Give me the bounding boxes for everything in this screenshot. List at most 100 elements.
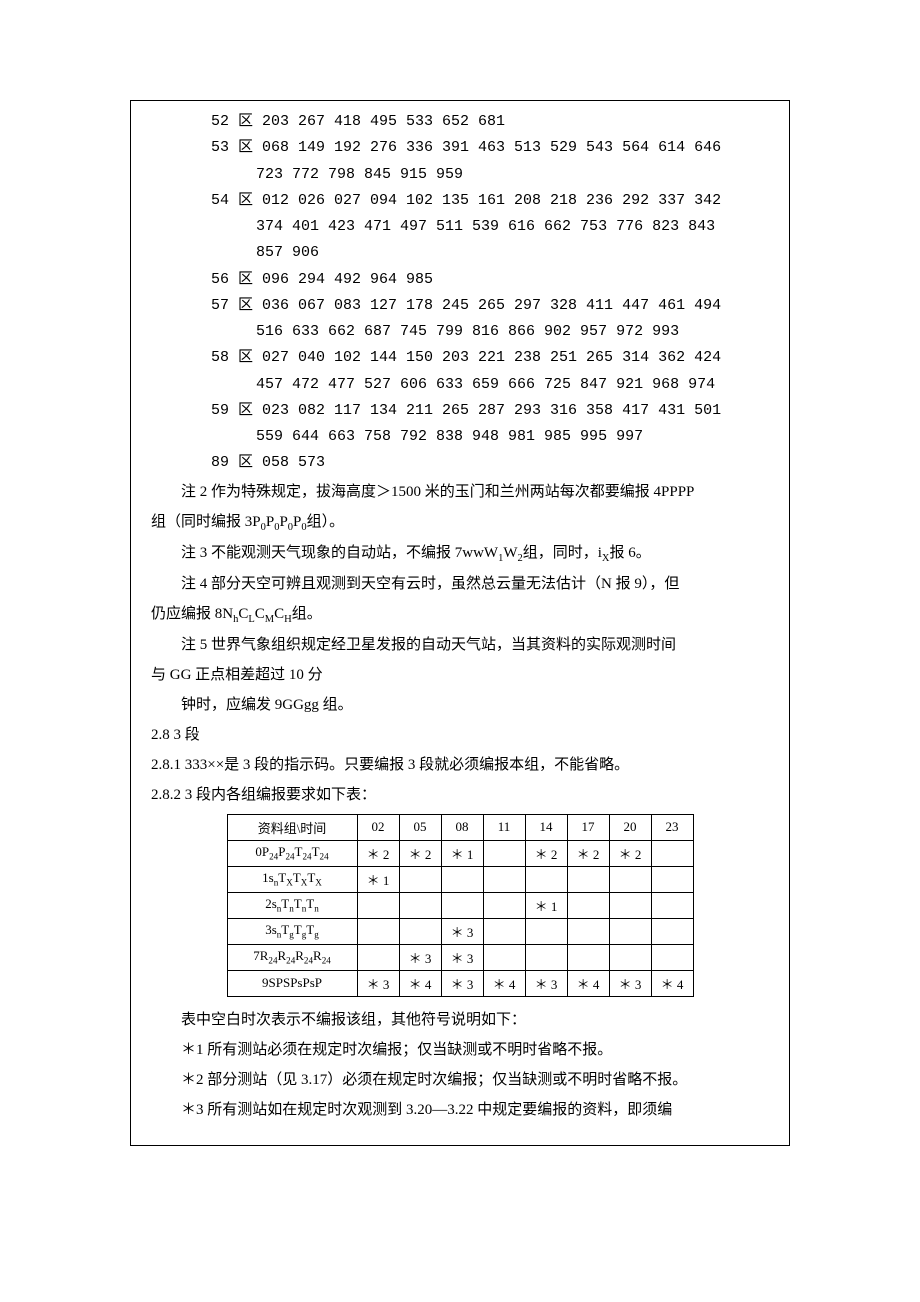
note-2-line2: 组（同时编报 3P0P0P0P0组）。 xyxy=(151,507,769,538)
sub-cl: L xyxy=(248,614,254,625)
note-4-text-a: 仍应编报 8N xyxy=(151,606,233,622)
table-header-11: 11 xyxy=(483,814,525,840)
table-cell xyxy=(567,866,609,892)
table-cell: ＊ 3 xyxy=(399,944,441,970)
encoding-requirements-table: 资料组\时间 02 05 08 11 14 17 20 23 0P24P24T2… xyxy=(227,814,694,997)
table-cell xyxy=(441,866,483,892)
table-cell: ＊ 3 xyxy=(441,918,483,944)
table-cell xyxy=(567,918,609,944)
table-cell: ＊ 3 xyxy=(441,970,483,996)
sub-ix: X xyxy=(602,553,610,564)
table-cell xyxy=(567,944,609,970)
note-2-line1: 注 2 作为特殊规定，拔海高度＞1500 米的玉门和兰州两站每次都要编报 4PP… xyxy=(151,477,769,507)
table-cell: ＊ 2 xyxy=(609,840,651,866)
table-row-label: 3snTgTgTg xyxy=(227,918,357,944)
table-cell xyxy=(483,866,525,892)
table-cell xyxy=(399,918,441,944)
table-footer-notes: 表中空白时次表示不编报该组，其他符号说明如下： ＊1 所有测站必须在规定时次编报… xyxy=(151,1005,769,1125)
table-cell: ＊ 2 xyxy=(525,840,567,866)
table-cell: ＊ 1 xyxy=(525,892,567,918)
section-2-8: 2.8 3 段 2.8.1 333××是 3 段的指示码。只要编报 3 段就必须… xyxy=(151,720,769,810)
table-header-23: 23 xyxy=(651,814,693,840)
table-cell xyxy=(483,944,525,970)
sub-ch: H xyxy=(284,614,292,625)
table-header-label: 资料组\时间 xyxy=(227,814,357,840)
table-row-label: 2snTnTnTn xyxy=(227,892,357,918)
table-cell xyxy=(651,866,693,892)
footer-star3: ＊3 所有测站如在规定时次观测到 3.20—3.22 中规定要编报的资料，即须编 xyxy=(151,1095,769,1125)
table-cell xyxy=(609,944,651,970)
table-row-label: 1snTXTXTX xyxy=(227,866,357,892)
heading-2-8: 2.8 3 段 xyxy=(151,720,769,750)
sub-p0-1: 0 xyxy=(261,522,266,533)
table-header-05: 05 xyxy=(399,814,441,840)
table-cell xyxy=(525,944,567,970)
sub-p0-2: 0 xyxy=(274,522,279,533)
table-cell: ＊ 3 xyxy=(357,970,399,996)
note-4-text-b: 组。 xyxy=(292,606,322,622)
page-frame: 52 区 203 267 418 495 533 652 681 53 区 06… xyxy=(130,100,790,1146)
table-row: 1snTXTXTX＊ 1 xyxy=(227,866,693,892)
footer-star1: ＊1 所有测站必须在规定时次编报；仅当缺测或不明时省略不报。 xyxy=(151,1035,769,1065)
note-3-text-c: 报 6。 xyxy=(610,545,651,561)
table-row: 7R24R24R24R24 ＊ 3＊ 3 xyxy=(227,944,693,970)
table-cell: ＊ 3 xyxy=(441,944,483,970)
note-3-text-b: 组，同时，i xyxy=(523,545,602,561)
region-code-list: 52 区 203 267 418 495 533 652 681 53 区 06… xyxy=(151,109,769,477)
table-cell xyxy=(651,944,693,970)
table-row-label: 9SPSPsPsP xyxy=(227,970,357,996)
table-cell xyxy=(357,892,399,918)
table-cell xyxy=(399,866,441,892)
table-header-14: 14 xyxy=(525,814,567,840)
table-cell xyxy=(651,918,693,944)
table-cell xyxy=(567,892,609,918)
note-5-line3: 钟时，应编发 9GGgg 组。 xyxy=(151,690,769,720)
note-4-line2: 仍应编报 8NhCLCMCH组。 xyxy=(151,599,769,630)
sub-nh: h xyxy=(233,614,238,625)
notes-block: 注 2 作为特殊规定，拔海高度＞1500 米的玉门和兰州两站每次都要编报 4PP… xyxy=(151,477,769,720)
note-3: 注 3 不能观测天气现象的自动站，不编报 7wwW1W2组，同时，iX报 6。 xyxy=(151,538,769,569)
heading-2-8-1: 2.8.1 333××是 3 段的指示码。只要编报 3 段就必须编报本组，不能省… xyxy=(151,750,769,780)
note-5-line1: 注 5 世界气象组织规定经卫星发报的自动天气站，当其资料的实际观测时间 xyxy=(151,630,769,660)
table-cell xyxy=(525,866,567,892)
table-header-20: 20 xyxy=(609,814,651,840)
note-4-line1: 注 4 部分天空可辨且观测到天空有云时，虽然总云量无法估计（N 报 9），但 xyxy=(151,569,769,599)
table-row-label: 7R24R24R24R24 xyxy=(227,944,357,970)
heading-2-8-2: 2.8.2 3 段内各组编报要求如下表： xyxy=(151,780,769,810)
sub-cm: M xyxy=(265,614,274,625)
table-row: 9SPSPsPsP＊ 3＊ 4＊ 3＊ 4＊ 3＊ 4＊ 3＊ 4 xyxy=(227,970,693,996)
sub-w1: 1 xyxy=(498,553,503,564)
footer-star2: ＊2 部分测站（见 3.17）必须在规定时次编报；仅当缺测或不明时省略不报。 xyxy=(151,1065,769,1095)
table-cell: ＊ 1 xyxy=(357,866,399,892)
table-cell: ＊ 4 xyxy=(399,970,441,996)
table-header-02: 02 xyxy=(357,814,399,840)
table-cell xyxy=(399,892,441,918)
table-header-row: 资料组\时间 02 05 08 11 14 17 20 23 xyxy=(227,814,693,840)
table-cell xyxy=(609,892,651,918)
table-cell xyxy=(651,840,693,866)
table-cell xyxy=(483,892,525,918)
table-cell xyxy=(651,892,693,918)
table-cell: ＊ 3 xyxy=(609,970,651,996)
table-cell xyxy=(609,918,651,944)
table-cell: ＊ 4 xyxy=(567,970,609,996)
table-header-08: 08 xyxy=(441,814,483,840)
note-2-text-b: 组）。 xyxy=(307,514,345,530)
table-cell: ＊ 4 xyxy=(483,970,525,996)
table-header-17: 17 xyxy=(567,814,609,840)
table-cell: ＊ 2 xyxy=(399,840,441,866)
sub-p0-3: 0 xyxy=(288,522,293,533)
note-5-line2: 与 GG 正点相差超过 10 分 xyxy=(151,660,769,690)
table-cell xyxy=(357,918,399,944)
table-cell: ＊ 2 xyxy=(357,840,399,866)
note-3-text-a: 注 3 不能观测天气现象的自动站，不编报 7wwW xyxy=(181,545,498,561)
footer-intro: 表中空白时次表示不编报该组，其他符号说明如下： xyxy=(151,1005,769,1035)
table-row-label: 0P24P24T24T24 xyxy=(227,840,357,866)
table-row: 0P24P24T24T24＊ 2＊ 2＊ 1＊ 2＊ 2＊ 2 xyxy=(227,840,693,866)
table-cell xyxy=(483,918,525,944)
table-row: 3snTgTgTg ＊ 3 xyxy=(227,918,693,944)
table-row: 2snTnTnTn ＊ 1 xyxy=(227,892,693,918)
table-cell: ＊ 4 xyxy=(651,970,693,996)
table-cell xyxy=(483,840,525,866)
table-cell: ＊ 1 xyxy=(441,840,483,866)
